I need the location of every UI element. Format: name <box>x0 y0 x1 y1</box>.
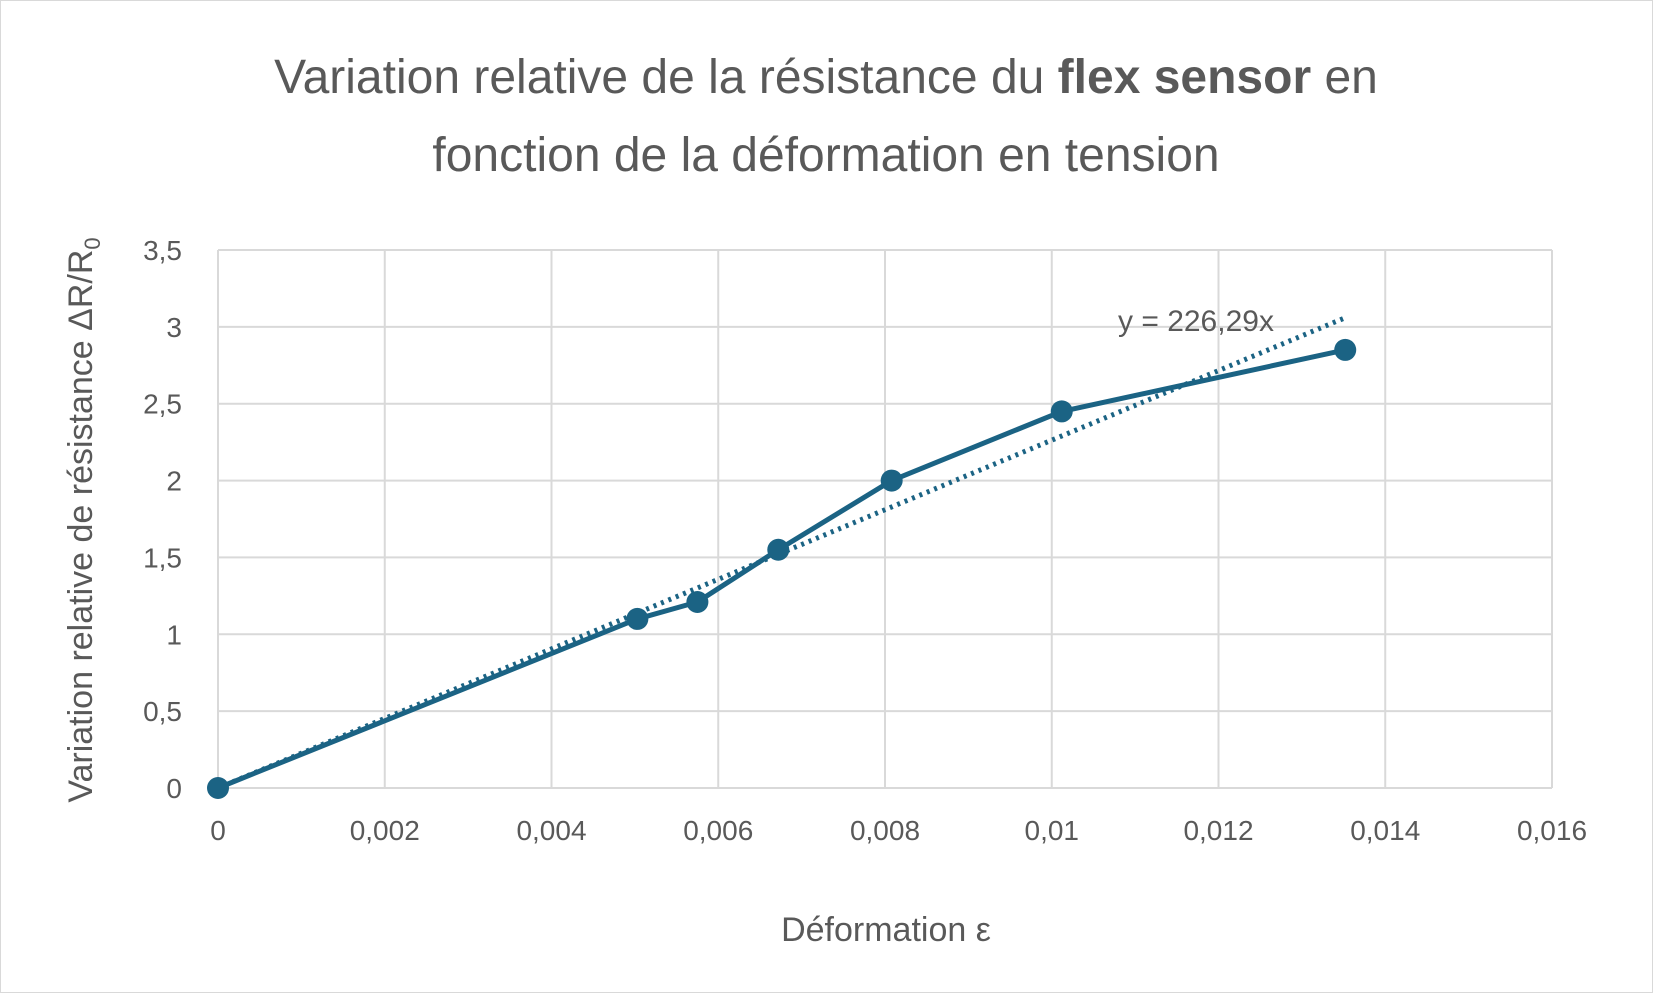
x-tick-label: 0,008 <box>850 815 920 846</box>
x-tick-label: 0,014 <box>1350 815 1420 846</box>
y-tick-label: 1,5 <box>143 542 182 573</box>
chart-title-line-1: Variation relative de la résistance du f… <box>274 51 1378 104</box>
trendline-equation: y = 226,29x <box>1118 305 1274 338</box>
data-point <box>686 591 709 614</box>
x-tick-label: 0,004 <box>516 815 586 846</box>
data-point <box>626 607 649 630</box>
chart-title-suffix: en <box>1311 51 1378 104</box>
x-axis-title: Déformation ε <box>781 911 991 949</box>
series-layer <box>207 338 1357 799</box>
series-line <box>217 347 1346 791</box>
data-point <box>1050 400 1073 423</box>
x-tick-labels: 0 0,002 0,004 0,006 0,008 0,01 0,012 0,014 0,016 <box>210 815 1587 846</box>
y-axis-title: Variation relative de résistance ΔR/R0 <box>62 237 105 802</box>
y-tick-label: 0 <box>166 773 182 804</box>
y-tick-label: 3,5 <box>143 235 182 266</box>
y-tick-label: 3 <box>166 312 182 343</box>
data-point <box>1334 338 1357 361</box>
x-tick-label: 0,002 <box>350 815 420 846</box>
y-tick-label: 0,5 <box>143 696 182 727</box>
y-axis-title-subscript: 0 <box>80 237 105 249</box>
y-tick-labels: 0 0,5 1 1,5 2 2,5 3 3,5 <box>143 235 182 804</box>
grid <box>217 249 1553 789</box>
data-point <box>767 538 790 561</box>
y-tick-label: 1 <box>166 619 182 650</box>
y-axis-title-main: Variation relative de résistance ΔR/R <box>62 250 100 803</box>
data-point <box>880 469 903 492</box>
data-point <box>207 777 229 799</box>
x-tick-label: 0,006 <box>683 815 753 846</box>
chart-title-prefix: Variation relative de la résistance du <box>274 51 1058 104</box>
y-tick-label: 2,5 <box>143 389 182 420</box>
x-tick-label: 0,016 <box>1517 815 1587 846</box>
x-tick-label: 0,01 <box>1025 815 1080 846</box>
x-tick-label: 0,012 <box>1183 815 1253 846</box>
chart-title-bold: flex sensor <box>1058 51 1311 104</box>
x-tick-label: 0 <box>210 815 226 846</box>
chart-title-line-2: fonction de la déformation en tension <box>432 129 1219 182</box>
y-tick-label: 2 <box>166 466 182 497</box>
